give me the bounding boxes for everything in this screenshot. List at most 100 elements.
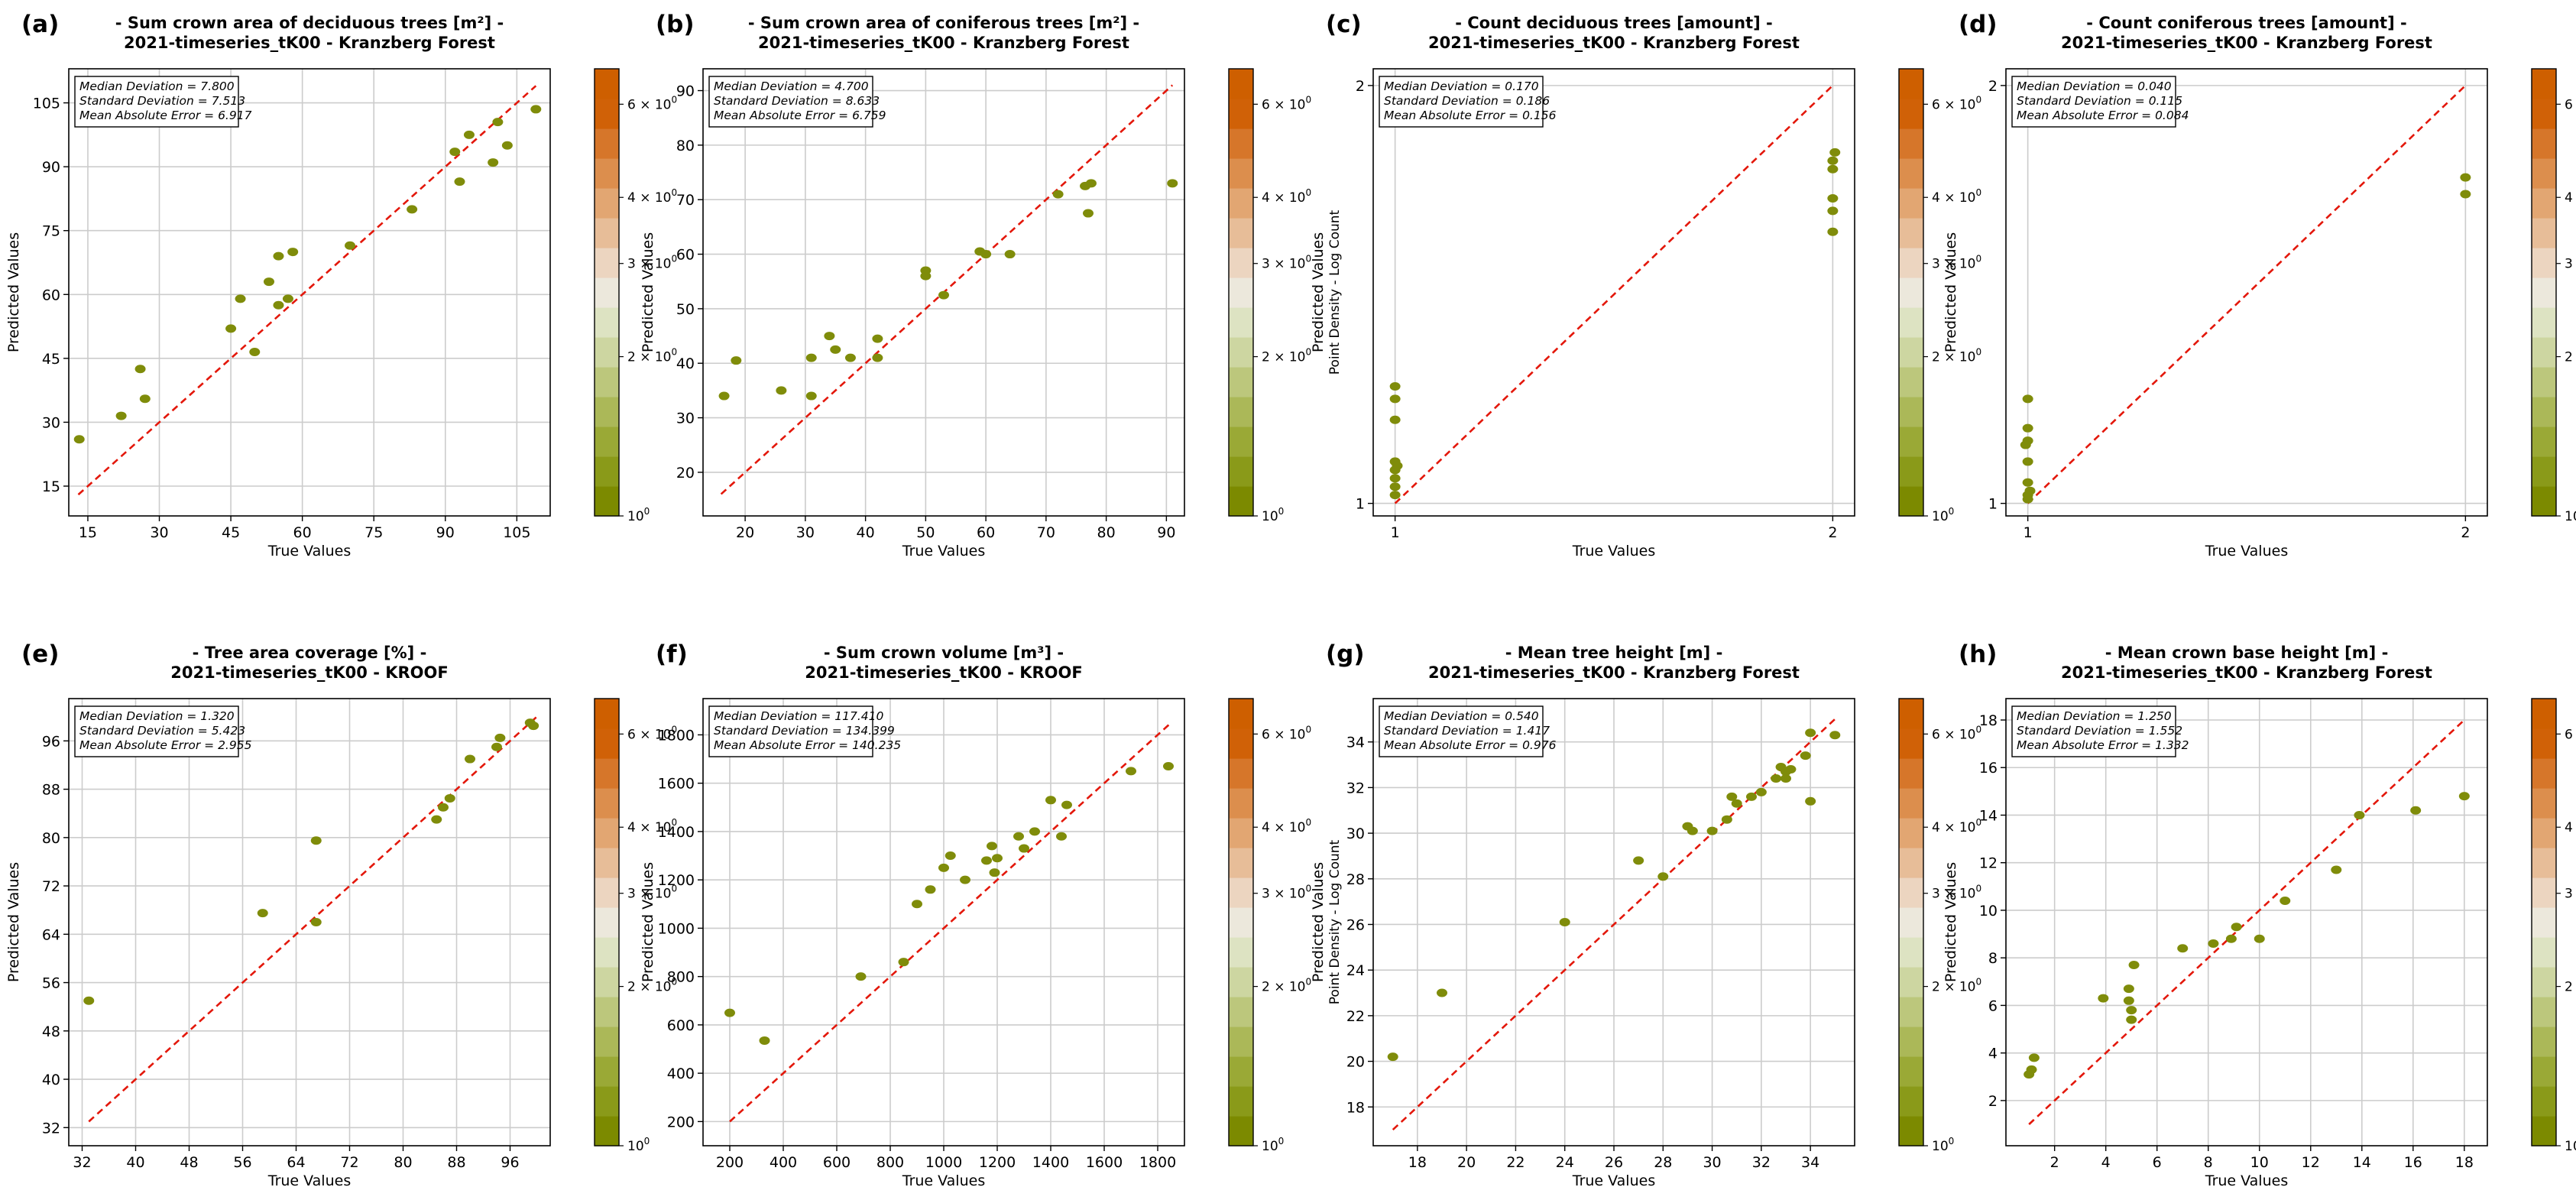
colorbar-segment — [1229, 877, 1253, 908]
y-tick-label: 56 — [42, 975, 60, 992]
x-tick-label: 1800 — [1139, 1154, 1176, 1171]
data-point — [235, 294, 246, 303]
colorbar-segment — [1899, 1116, 1923, 1146]
colorbar-tick-base: 4 × 10 — [1262, 820, 1306, 835]
stats-box — [2011, 705, 2176, 757]
y-tick-label: 40 — [42, 1072, 60, 1088]
colorbar-segment — [595, 99, 619, 129]
data-point — [2208, 939, 2219, 949]
x-tick-label: 72 — [340, 1154, 358, 1171]
colorbar-tick-base: 3 × 10 — [627, 887, 672, 902]
colorbar-tick-exponent: 0 — [1278, 506, 1285, 517]
y-tick-label: 1800 — [658, 727, 695, 744]
colorbar-tick-label: 100 — [627, 506, 650, 524]
y-tick-label: 1000 — [658, 920, 695, 937]
colorbar-segment — [1899, 99, 1923, 129]
identity-line — [720, 84, 1174, 495]
x-tick-label: 45 — [222, 524, 240, 541]
y-tick-label: 12 — [1979, 855, 1998, 872]
chart-subtitle: 2021-timeseries_tK00 - Kranzberg Forest — [2061, 34, 2432, 52]
colorbar-tick-exponent: 0 — [1976, 94, 1982, 105]
stats-line: Median Deviation = 0.540 — [1384, 709, 1539, 723]
y-tick-label: 18 — [1346, 1099, 1365, 1116]
colorbar-segment — [2532, 877, 2556, 908]
x-tick-label: 75 — [365, 524, 383, 541]
x-tick-label: 24 — [1556, 1154, 1574, 1171]
data-point — [1013, 832, 1024, 841]
colorbar-segment — [595, 337, 619, 368]
colorbar-segment — [1229, 277, 1253, 308]
x-axis-label: True Values — [267, 1172, 351, 1189]
colorbar-tick-base: 10 — [1932, 509, 1949, 524]
stats-line: Mean Absolute Error = 0.084 — [2017, 109, 2189, 122]
colorbar-segment — [2532, 456, 2556, 487]
data-point — [530, 105, 542, 114]
data-point — [776, 386, 787, 395]
y-axis-label: Predicted Values — [1943, 862, 1959, 982]
data-point — [898, 958, 909, 967]
x-tick-label: 80 — [1097, 524, 1116, 541]
x-tick-label: 800 — [876, 1154, 904, 1171]
x-tick-label: 32 — [73, 1154, 91, 1171]
stats-box — [74, 705, 239, 757]
x-tick-label: 28 — [1654, 1154, 1672, 1171]
colorbar-segment — [1229, 1086, 1253, 1117]
colorbar-frame — [594, 68, 620, 517]
y-tick-label: 70 — [676, 192, 695, 209]
data-point — [1163, 762, 1174, 771]
colorbar-segment — [595, 937, 619, 968]
colorbar-tick-label: 100 — [2565, 1136, 2576, 1154]
data-point — [1726, 792, 1738, 801]
colorbar-tick-exponent: 0 — [672, 977, 678, 988]
stats-line: Mean Absolute Error = 0.156 — [1384, 109, 1557, 122]
x-axis-label: True Values — [2205, 1172, 2288, 1189]
colorbar-tick-label: 100 — [1262, 506, 1284, 524]
y-tick-label: 34 — [1346, 735, 1365, 751]
colorbar-frame — [1228, 698, 1254, 1146]
data-point — [2022, 495, 2033, 504]
chart-subtitle: 2021-timeseries_tK00 - Kranzberg Forest — [124, 34, 495, 52]
colorbar-segment — [595, 426, 619, 457]
colorbar-tick-label: 2 × 100 — [1262, 347, 1311, 365]
stats-line: Mean Absolute Error = 6.759 — [714, 109, 886, 122]
x-tick-label: 30 — [796, 524, 815, 541]
colorbar-segment — [2532, 277, 2556, 308]
colorbar-frame — [1898, 68, 1924, 517]
data-point — [2026, 1065, 2037, 1074]
colorbar-tick-base: 2 × 10 — [2565, 980, 2576, 995]
y-tick-label: 30 — [676, 410, 695, 427]
colorbar-tick-label: 3 × 100 — [627, 254, 677, 272]
x-tick-label: 18 — [1408, 1154, 1427, 1171]
colorbar-segment — [595, 997, 619, 1027]
stats-line: Standard Deviation = 7.513 — [79, 94, 245, 108]
data-point — [920, 271, 932, 281]
colorbar-tick-label: 100 — [1932, 1136, 1954, 1154]
colorbar-tick-label: 4 × 100 — [1932, 817, 1981, 835]
colorbar-segment — [595, 248, 619, 278]
colorbar-segment — [1229, 758, 1253, 789]
x-axis-label: True Values — [267, 543, 351, 559]
colorbar-tick-base: 4 × 10 — [1932, 190, 1976, 206]
colorbar-tick-label: 6 × 100 — [2565, 724, 2576, 742]
x-tick-label: 96 — [501, 1154, 519, 1171]
data-point — [2022, 478, 2033, 487]
data-point — [1126, 767, 1136, 776]
data-point — [945, 851, 956, 861]
data-point — [1633, 856, 1644, 865]
data-point — [1029, 827, 1040, 836]
colorbar-segment — [595, 758, 619, 789]
x-tick-label: 1 — [2024, 524, 2033, 541]
data-point — [528, 722, 540, 731]
plot-frame — [68, 698, 551, 1146]
data-point — [310, 836, 322, 845]
x-tick-label: 2 — [1828, 524, 1837, 541]
data-point — [115, 411, 127, 420]
data-point — [938, 863, 949, 872]
stats-line: Median Deviation = 1.250 — [2017, 709, 2172, 723]
data-point — [2126, 1015, 2137, 1024]
y-tick-label: 30 — [42, 414, 60, 431]
colorbar-segment — [1229, 456, 1253, 487]
colorbar-segment — [1229, 99, 1253, 129]
colorbar-segment — [1229, 248, 1253, 278]
colorbar-tick-base: 3 × 10 — [1262, 257, 1306, 272]
